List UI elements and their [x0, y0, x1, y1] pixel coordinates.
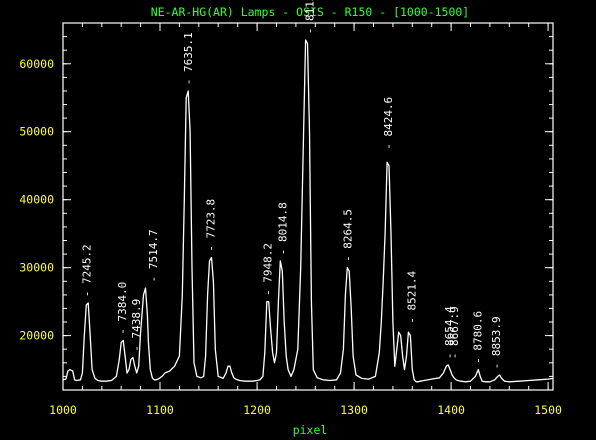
x-tick-label: 1500 [534, 403, 562, 417]
spectrum-line [62, 39, 554, 383]
y-tick-label: 40000 [19, 193, 54, 207]
peak-label: - 8424.6 [382, 97, 395, 150]
annotation-layer: - 7245.2 - 7384.0- 7438.9 - 7514.7 - 7635.1… [80, 0, 503, 369]
x-tick-label: 1300 [340, 403, 368, 417]
x-tick-label: 1000 [49, 403, 77, 417]
axes-layer: 1000 1100 1200 1300 1400 1500 20000 30000 40000 5… [19, 22, 562, 417]
peak-label: - 7438.9 [130, 299, 143, 352]
x-axis-label: pixel [293, 423, 328, 437]
x-tick-label: 1100 [146, 403, 174, 417]
chart-title: NE-AR-HG(AR) Lamps - OSIS - R150 - [1000… [151, 5, 470, 19]
plot-frame [62, 22, 554, 391]
peak-label: - 8521.4 [405, 270, 418, 323]
y-tick-label: 20000 [19, 329, 54, 343]
peak-label: - 7514.7 [147, 229, 160, 282]
peak-label: - 7384.0 [116, 282, 129, 335]
peak-label: - 8115.3 [304, 0, 317, 34]
x-tick-label: 1200 [243, 403, 271, 417]
peak-label: - 8014.8 [276, 202, 289, 255]
peak-label: - 8853.9 [490, 316, 503, 369]
peak-label: - 8780.6 [471, 311, 484, 364]
y-tick-label: 30000 [19, 261, 54, 275]
peak-label: - 7948.2 [262, 243, 275, 296]
peak-label: - 7635.1 [182, 32, 195, 85]
x-tick-label: 1400 [437, 403, 465, 417]
peak-label: - 8264.5 [341, 209, 354, 262]
y-tick-label: 60000 [19, 57, 54, 71]
peak-label: - 7245.2 [80, 244, 93, 297]
y-tick-label: 50000 [19, 125, 54, 139]
peak-label: - 8667.9 [448, 306, 461, 359]
peak-label: - 8654.4 [443, 306, 456, 359]
series-layer [62, 39, 554, 383]
peak-label: - 7723.8 [205, 199, 218, 252]
